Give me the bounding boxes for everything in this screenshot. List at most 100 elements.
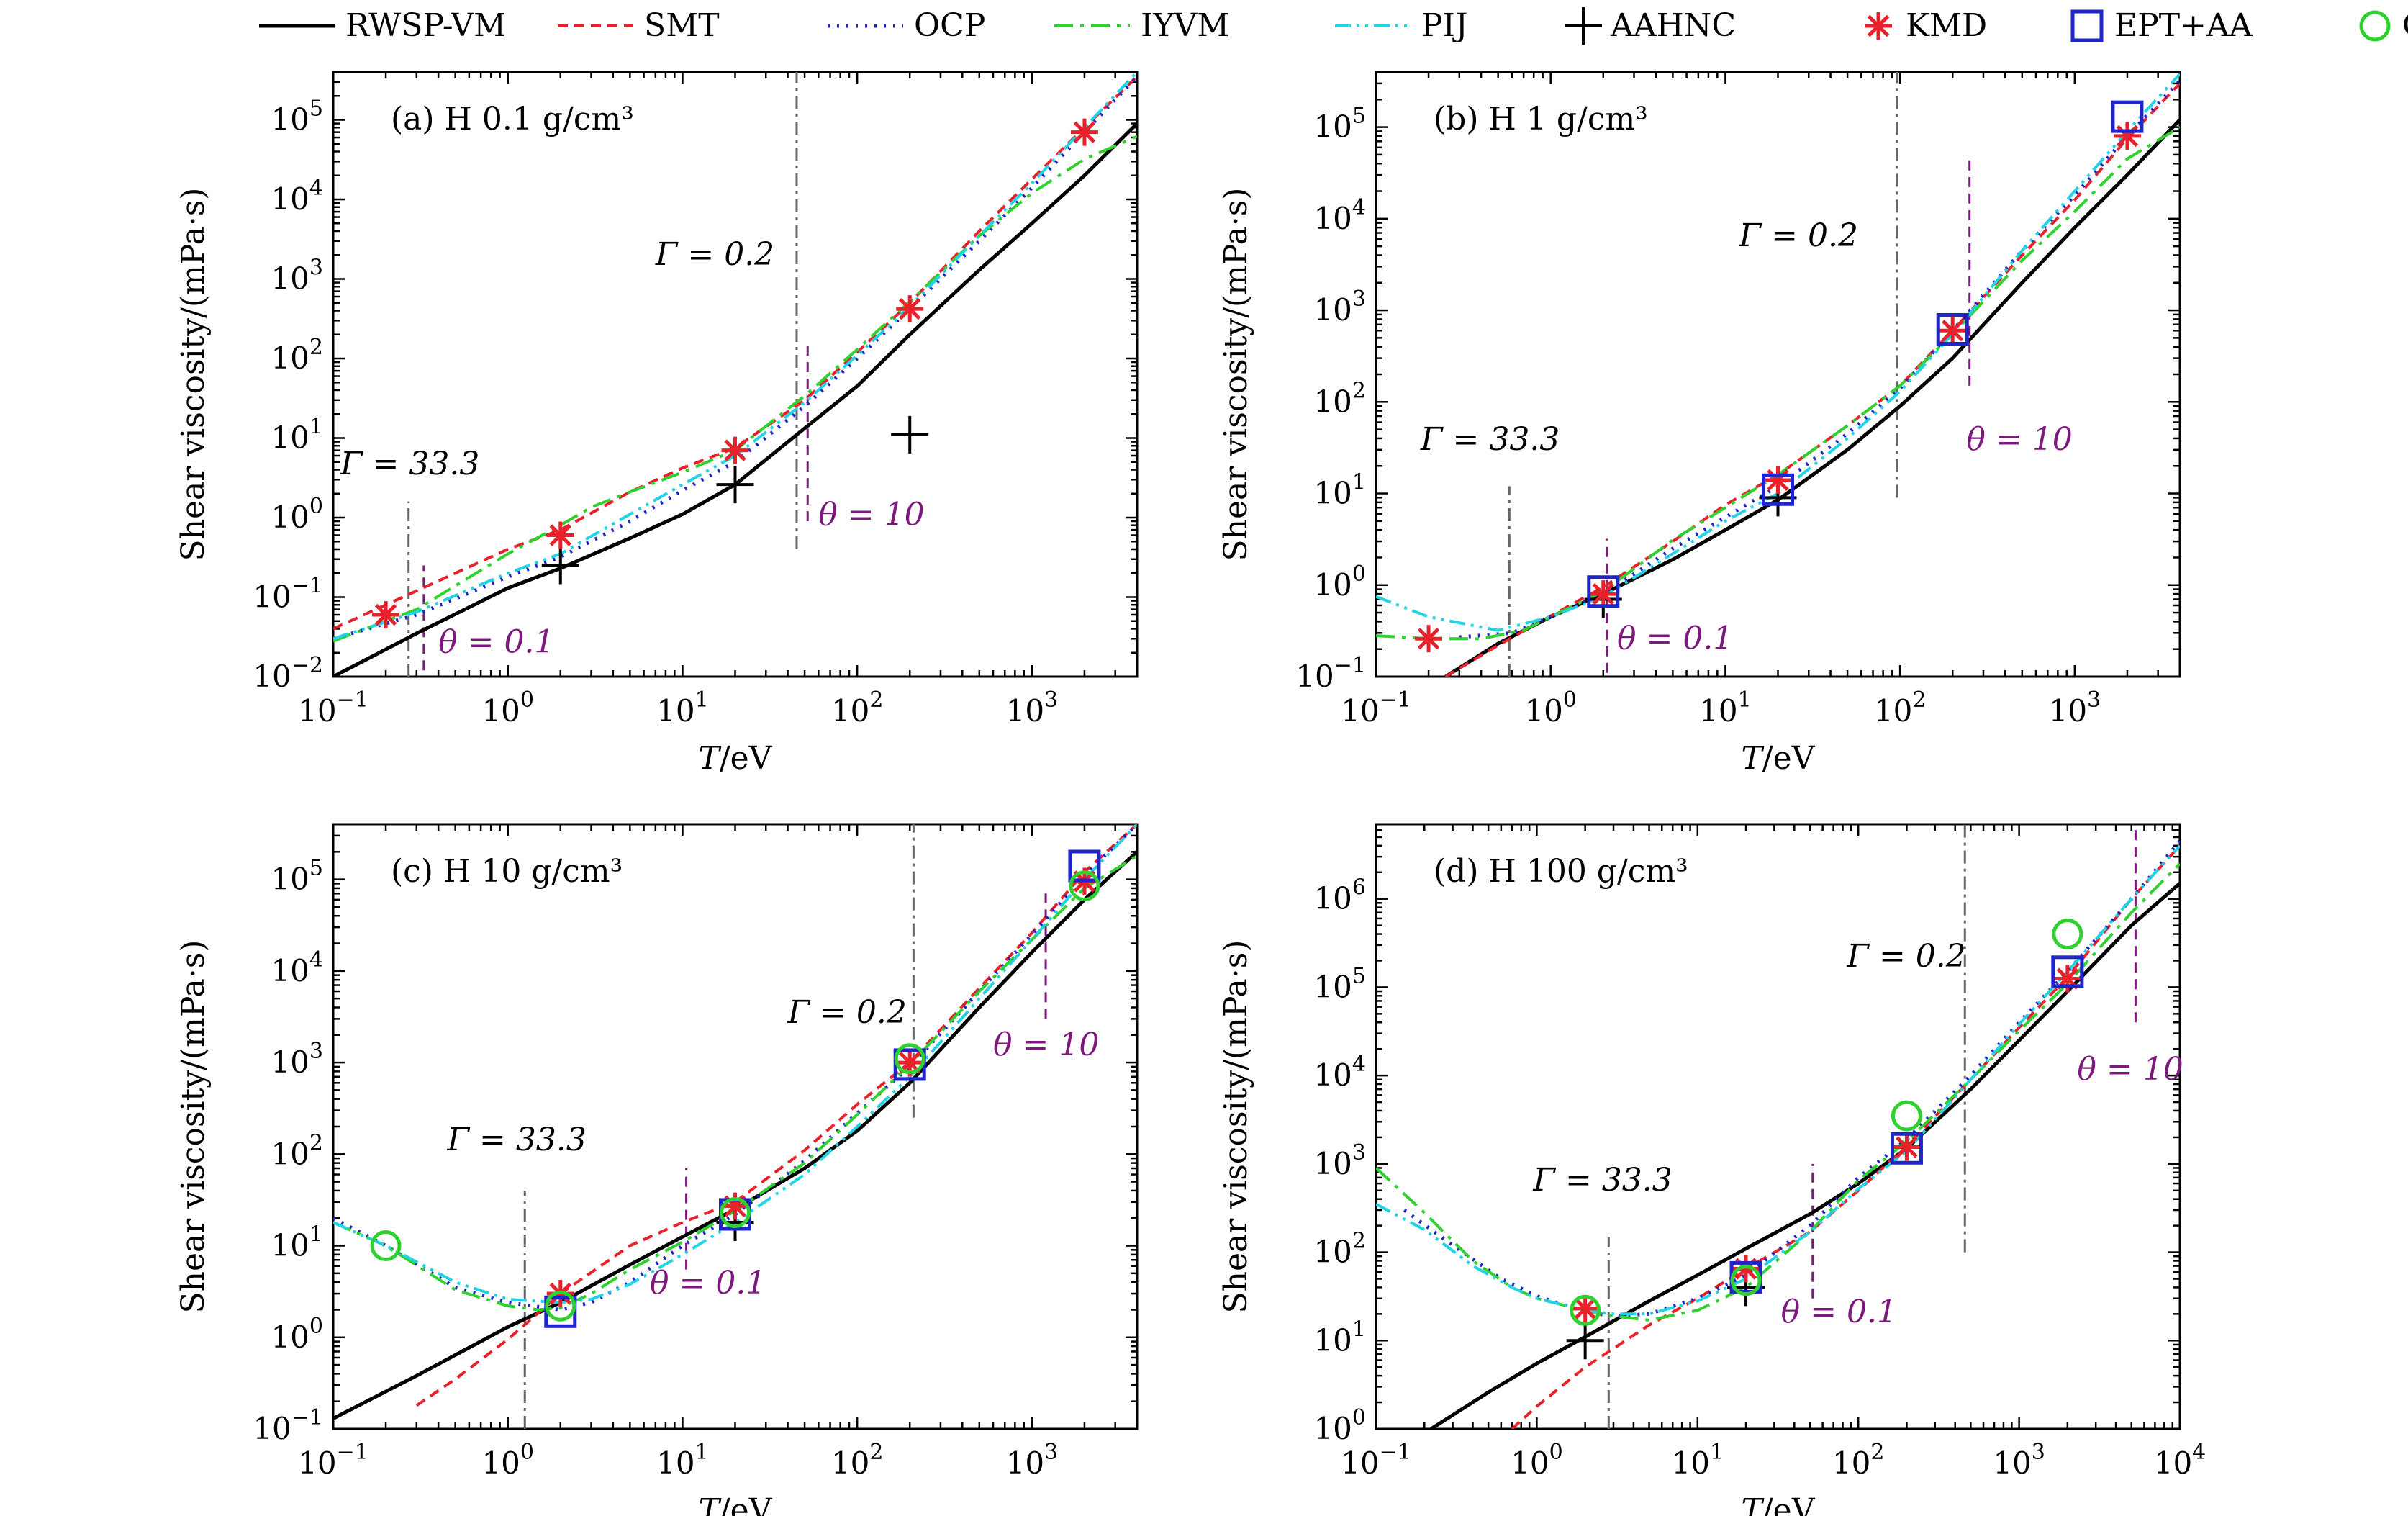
x-tick-label: 10−1 (1341, 1440, 1411, 1481)
data-point-kmd (1571, 1294, 1599, 1322)
data-point-ofmd (894, 1043, 925, 1075)
theta-label: θ = 10 (2077, 1051, 2183, 1088)
legend-label-kmd: KMD (1906, 7, 1987, 44)
gamma-label: Γ = 0.2 (787, 994, 907, 1031)
data-point-ept-aa (2111, 100, 2144, 133)
legend-label-pij: PIJ (1421, 7, 1468, 44)
y-axis-label: Shear viscosity/(mPa·s) (175, 940, 212, 1314)
y-tick-label: 10−1 (253, 1405, 323, 1446)
legend-marker-aahnc (1565, 7, 1602, 45)
x-tick-label: 10−1 (1341, 687, 1411, 728)
y-tick-label: 103 (1313, 1140, 1366, 1181)
series-line-iyvm (1376, 125, 2180, 641)
y-tick-label: 100 (271, 1314, 323, 1355)
x-tick-label: 103 (1006, 687, 1059, 728)
plot-area-a (333, 72, 1137, 677)
x-tick-label: 101 (1672, 1440, 1724, 1481)
data-point-kmd (1415, 625, 1443, 653)
y-tick-label: 104 (1313, 195, 1366, 236)
legend-item-aahnc: AAHNC (1565, 7, 1736, 45)
y-axis-label: Shear viscosity/(mPa·s) (1218, 940, 1254, 1314)
chart-panel-c: 10−1 100 101 102 103 10−1 100 101 102 103 104 105 T/… (175, 823, 1139, 1516)
theta-label: θ = 0.1 (650, 1265, 766, 1301)
legend-item-pij: PIJ (1335, 7, 1468, 44)
legend-marker-ept (2070, 9, 2104, 42)
x-tick-label: 100 (1524, 687, 1577, 728)
theta-label: θ = 10 (818, 497, 924, 533)
series-line-pij (333, 72, 1137, 641)
x-tick-label: 103 (2049, 687, 2101, 728)
legend-label-ofmd: OFMD (2402, 7, 2408, 44)
series-line-iyvm (333, 854, 1137, 1312)
y-tick-label: 105 (271, 96, 323, 137)
legend-label-iyvm: IYVM (1141, 7, 1229, 44)
data-point-ofmd (545, 1290, 576, 1322)
series-line-iyvm (1376, 862, 2180, 1322)
y-tick-label: 102 (1313, 378, 1366, 419)
panels: 10−1 100 101 102 10310−210−11001011021031041… (175, 71, 2206, 1516)
series-line-pij (333, 824, 1137, 1304)
series-line-rwsp-vm (333, 850, 1137, 1420)
series-line-smt (1444, 82, 2180, 677)
y-tick-label: 101 (1313, 1317, 1366, 1358)
y-tick-label: 103 (1313, 286, 1366, 328)
legend-label-ocp: OCP (914, 7, 985, 44)
theta-label: θ = 0.1 (438, 624, 554, 661)
data-point-kmd (2113, 122, 2141, 150)
series-line-pij (1376, 844, 2180, 1316)
series-line-rwsp-vm (1430, 882, 2180, 1429)
legend-marker-kmd (1865, 12, 1892, 40)
legend-item-ept: EPT+AA (2070, 7, 2253, 44)
data-point-aahnc (1566, 1322, 1604, 1360)
y-tick-label: 105 (1313, 963, 1366, 1004)
theta-label: θ = 0.1 (1617, 621, 1733, 657)
y-tick-label: 104 (271, 947, 323, 988)
legend-item-iyvm: IYVM (1054, 7, 1229, 44)
panel-title-d: (d) H 100 g/cm³ (1434, 853, 1688, 890)
data-point-kmd (1764, 466, 1792, 494)
series-line-ocp (333, 75, 1137, 641)
gamma-label: Γ = 33.3 (1532, 1162, 1672, 1199)
data-point-ept-aa (544, 1295, 577, 1328)
x-tick-label: 100 (481, 1440, 534, 1481)
chart-panel-d: 10−1 100 101 102 103 104100101102103104105106… (1218, 823, 2206, 1516)
x-tick-label: 100 (1511, 1440, 1563, 1481)
x-tick-label: 10−1 (298, 687, 368, 728)
y-tick-label: 103 (271, 1039, 323, 1080)
legend: RWSP-VM SMT OCP IYVM PIJ AAHNC KMD EPT+AA OFMD (259, 7, 2408, 45)
data-point-kmd (2053, 965, 2081, 993)
legend-label-ept: EPT+AA (2114, 7, 2253, 44)
data-point-ept-aa (2051, 955, 2084, 988)
data-point-kmd (1589, 580, 1617, 608)
data-point-ofmd (720, 1197, 751, 1229)
data-point-ofmd (1069, 870, 1100, 902)
theta-label: θ = 0.1 (1781, 1294, 1897, 1330)
theta-label: θ = 10 (993, 1027, 1099, 1063)
x-tick-label: 102 (831, 1440, 884, 1481)
x-tick-label: 101 (1699, 687, 1752, 728)
y-tick-label: 10−1 (253, 574, 323, 615)
panel-title-b: (b) H 1 g/cm³ (1434, 101, 1648, 137)
legend-marker-ofmd (2359, 10, 2391, 42)
ticks-c (332, 823, 1139, 1430)
gamma-label: Γ = 0.2 (1846, 938, 1965, 975)
legend-item-rwsp: RWSP-VM (259, 7, 506, 44)
data-point-aahnc (541, 546, 579, 585)
legend-item-smt: SMT (558, 7, 720, 44)
series-line-rwsp-vm (333, 122, 1137, 677)
y-tick-label: 100 (1313, 1405, 1366, 1446)
x-tick-label: 104 (2154, 1440, 2206, 1481)
x-tick-label: 102 (1832, 1440, 1885, 1481)
y-tick-label: 104 (271, 176, 323, 217)
data-point-kmd (896, 295, 924, 323)
data-point-aahnc (716, 466, 754, 504)
x-tick-label: 101 (656, 687, 709, 728)
series-line-ocp (1459, 79, 2180, 639)
data-point-ofmd (1730, 1265, 1762, 1296)
series-line-smt (333, 75, 1137, 631)
series-line-rwsp-vm (1444, 118, 2180, 677)
legend-item-ocp: OCP (828, 7, 985, 44)
y-tick-label: 101 (1313, 470, 1366, 511)
plot-area-c (333, 824, 1137, 1429)
